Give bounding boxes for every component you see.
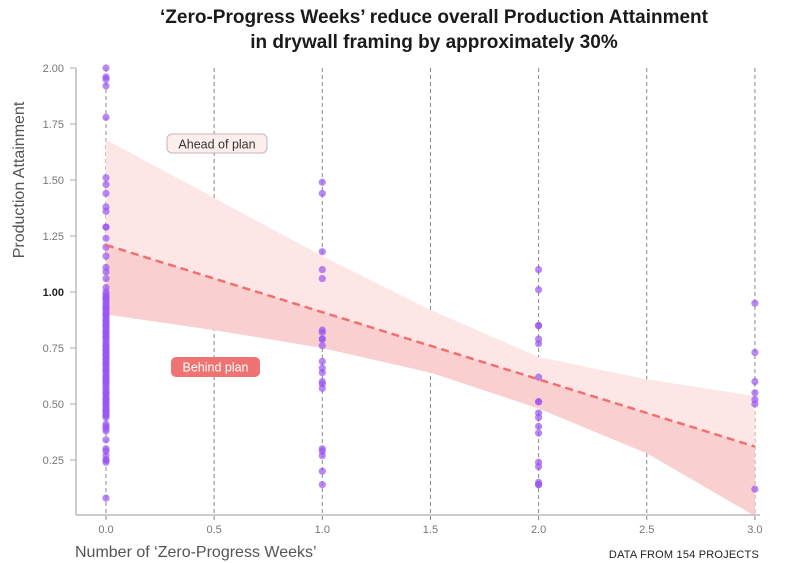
- band-upper: [106, 139, 755, 447]
- data-point: [102, 494, 110, 502]
- data-point: [102, 378, 110, 386]
- data-point: [751, 389, 759, 397]
- x-tick-label: 2.5: [639, 524, 654, 536]
- data-point: [751, 400, 759, 408]
- confidence-band: [106, 139, 755, 516]
- data-points: [102, 64, 759, 502]
- data-point: [318, 451, 326, 460]
- ahead-of-plan-text: Ahead of plan: [178, 138, 255, 152]
- data-point: [318, 481, 326, 489]
- data-point: [318, 178, 326, 186]
- data-point: [535, 322, 543, 330]
- data-point: [102, 174, 110, 182]
- data-point: [102, 389, 110, 397]
- data-point: [318, 335, 326, 343]
- data-point: [535, 429, 543, 437]
- data-point: [102, 223, 110, 231]
- data-point: [535, 422, 543, 430]
- data-point: [535, 339, 543, 348]
- data-point: [102, 113, 110, 121]
- data-point: [318, 467, 326, 475]
- data-point: [102, 274, 110, 283]
- y-tick-label: 0.50: [43, 399, 64, 411]
- data-point: [102, 400, 110, 408]
- y-axis-label: Production Attainment: [11, 101, 28, 258]
- y-tick-label: 1.00: [43, 287, 64, 299]
- data-point: [535, 398, 543, 406]
- data-point: [318, 189, 326, 198]
- data-point: [751, 378, 759, 386]
- x-tick-label: 1.5: [423, 524, 438, 536]
- y-tick-label: 0.25: [43, 455, 64, 467]
- data-point: [751, 348, 759, 357]
- chart-title-line-1: ‘Zero-Progress Weeks’ reduce overall Pro…: [160, 7, 709, 28]
- data-point: [102, 234, 110, 242]
- data-point: [102, 411, 110, 419]
- data-point: [318, 357, 326, 366]
- trend-line: [105, 243, 756, 448]
- x-tick-label: 1.0: [315, 524, 330, 536]
- data-point: [102, 64, 110, 72]
- data-point: [751, 485, 759, 493]
- x-axis-label: Number of ‘Zero-Progress Weeks’: [75, 544, 317, 561]
- y-tick-label: 1.50: [43, 175, 64, 187]
- data-point: [318, 342, 326, 350]
- axes: 0.0 0.5 1.0 1.5 2.0 2.5 3.0 2.00 1.75 1.50 1.25 1.0…: [43, 63, 763, 536]
- data-point: [102, 427, 110, 435]
- x-tick-label: 0.5: [207, 524, 222, 536]
- data-point: [102, 207, 110, 215]
- band-lower: [106, 244, 755, 516]
- chart-title-line-2: in drywall framing by approximately 30%: [250, 32, 618, 53]
- data-point: [102, 436, 110, 444]
- x-tick-label: 3.0: [747, 524, 762, 536]
- data-point: [318, 248, 326, 256]
- data-point: [535, 373, 543, 381]
- data-point: [102, 310, 110, 318]
- data-point: [535, 286, 543, 294]
- data-point: [535, 481, 543, 489]
- data-point: [102, 180, 110, 189]
- data-point: [102, 333, 110, 341]
- data-point: [102, 189, 110, 198]
- behind-plan-text: Behind plan: [182, 361, 248, 375]
- y-tick-label: 0.75: [43, 343, 64, 355]
- data-point: [535, 413, 543, 422]
- data-point: [102, 322, 110, 330]
- behind-plan-label: Behind plan: [171, 357, 260, 377]
- data-point: [102, 295, 110, 303]
- x-tick-label: 2.0: [531, 524, 546, 536]
- data-point: [102, 252, 110, 260]
- y-tick-label: 1.25: [43, 231, 64, 243]
- data-point: [102, 360, 110, 368]
- data-point: [102, 75, 110, 83]
- x-tick-label: 0.0: [98, 524, 113, 536]
- y-tick-label: 2.00: [43, 63, 64, 75]
- data-point: [318, 328, 326, 336]
- data-point: [318, 369, 326, 377]
- data-point: [102, 268, 110, 276]
- data-point: [102, 82, 110, 90]
- data-point: [318, 274, 326, 283]
- data-point: [318, 384, 326, 392]
- data-point: [535, 266, 543, 274]
- data-source-note: DATA FROM 154 PROJECTS: [609, 549, 759, 561]
- ahead-of-plan-label: Ahead of plan: [166, 133, 268, 154]
- data-point: [102, 366, 110, 374]
- data-point: [102, 304, 110, 312]
- y-tick-label: 1.75: [43, 119, 64, 131]
- data-point: [751, 299, 759, 307]
- data-point: [535, 463, 543, 471]
- data-point: [102, 458, 110, 466]
- data-point: [318, 266, 326, 274]
